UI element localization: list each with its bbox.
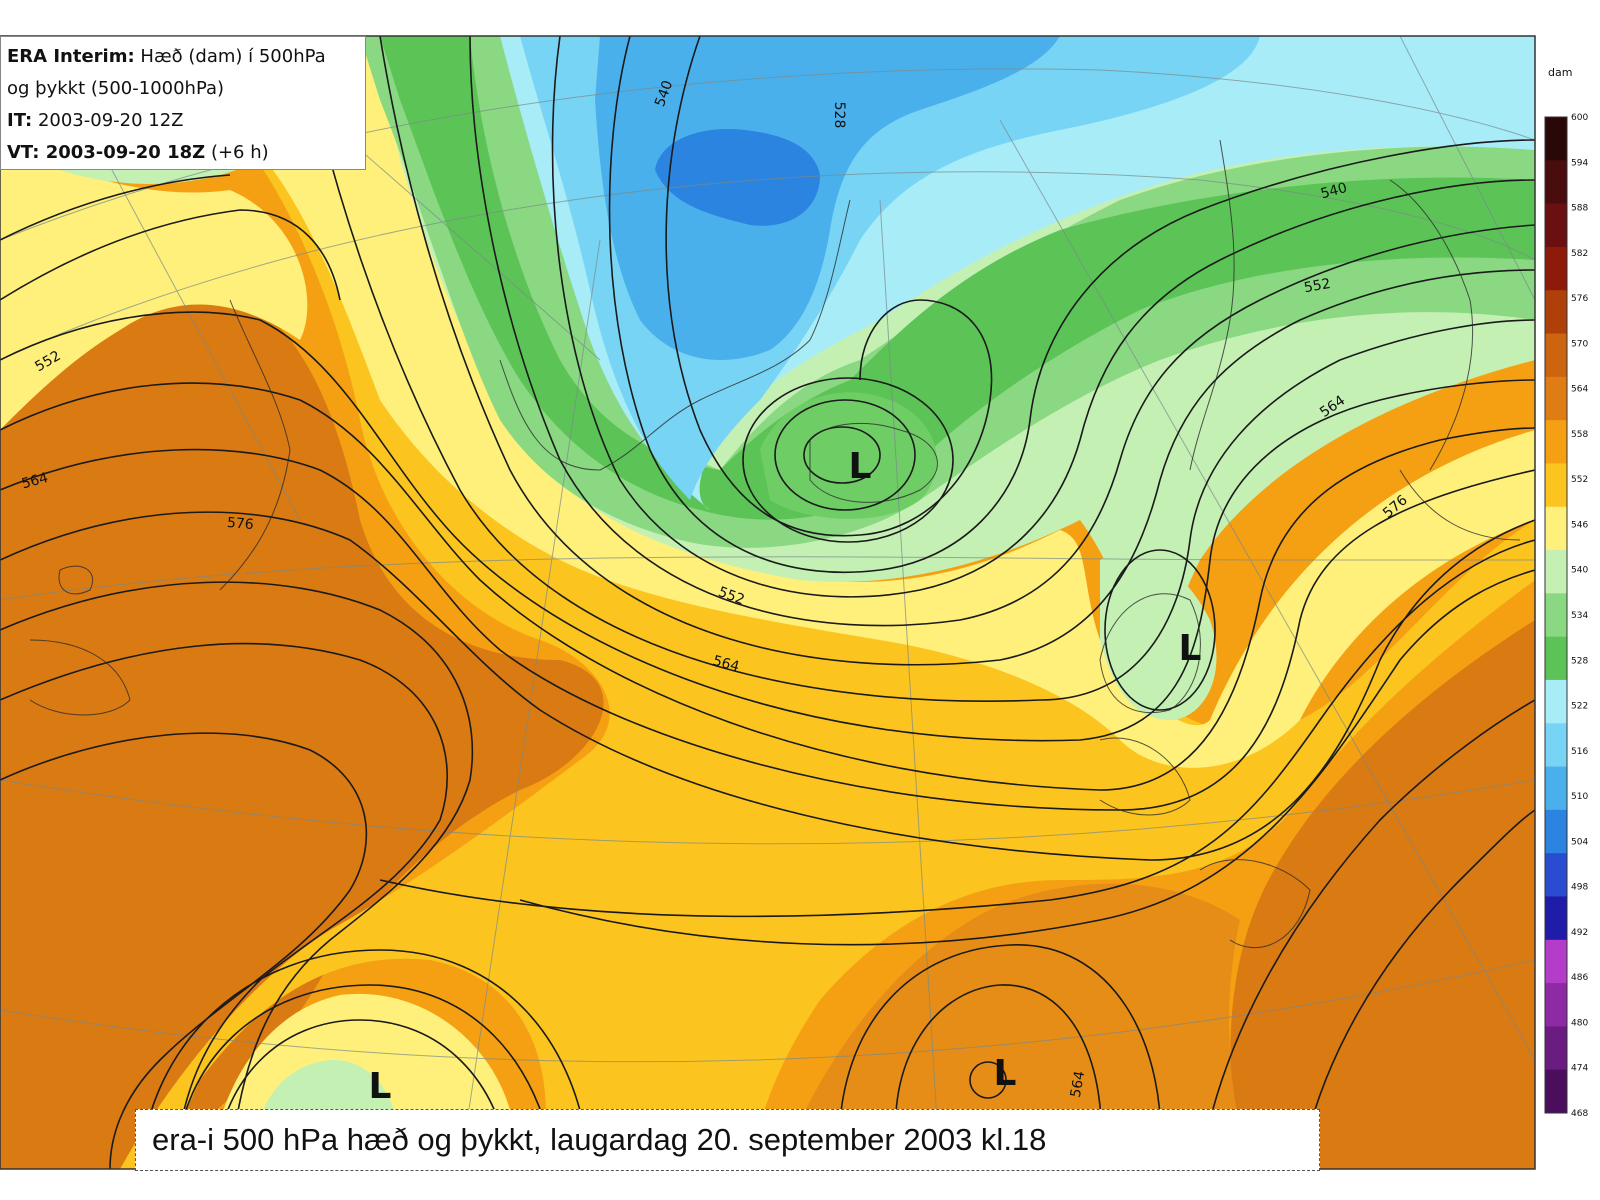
info-it-label: IT: <box>7 110 33 131</box>
info-vt: VT: 2003-09-20 18Z <box>7 142 206 163</box>
thickness-516 <box>595 36 1060 360</box>
colorbar-swatch <box>1545 160 1567 205</box>
colorbar-swatch <box>1545 420 1567 464</box>
colorbar-tick-label: 588 <box>1571 204 1588 214</box>
colorbar-swatch <box>1545 1026 1567 1071</box>
contour-label: 528 <box>831 102 847 129</box>
colorbar-swatch <box>1545 939 1567 984</box>
low-pressure-marker: L <box>849 446 872 487</box>
colorbar-border <box>1544 116 1568 1114</box>
colorbar-swatch <box>1545 896 1567 941</box>
contour-label: 576 <box>226 515 254 533</box>
colorbar-tick-label: 534 <box>1571 611 1588 621</box>
colorbar-tick-label: 576 <box>1571 294 1588 304</box>
caption: era-i 500 hPa hæð og þykkt, laugardag 20… <box>135 1109 1320 1171</box>
thickness-534-iceland <box>760 392 937 519</box>
colorbar-swatch <box>1545 853 1567 897</box>
colorbar-swatch <box>1545 723 1567 768</box>
contour-label: 540 <box>1319 180 1349 202</box>
thickness-552-west <box>0 140 308 430</box>
colorbar-tick-label: 552 <box>1571 475 1588 485</box>
colorbar-tick-label: 492 <box>1571 928 1588 938</box>
thickness-570-west <box>0 290 604 1169</box>
colorbar-swatch <box>1545 809 1567 854</box>
colorbar-swatch <box>1545 246 1567 291</box>
thickness-510 <box>655 129 820 226</box>
low-pressure-marker: L <box>369 1066 392 1107</box>
colorbar-tick-label: 594 <box>1571 158 1588 168</box>
colorbar: 600 594 588 582 576 570 564 558 552 546 540 534 528 5… <box>1544 113 1588 1119</box>
colorbar-tick-label: 522 <box>1571 702 1588 712</box>
colorbar-swatch <box>1545 290 1567 335</box>
contour-label: 564 <box>711 653 741 675</box>
info-box: ERA Interim: Hæð (dam) í 500hPa og þykkt… <box>0 36 366 170</box>
low-markers: L L L L <box>369 446 1202 1107</box>
colorbar-tick-label: 570 <box>1571 339 1588 349</box>
thickness-570-east <box>1230 620 1535 1169</box>
colorbar-tick-label: 510 <box>1571 792 1588 802</box>
colorbar-swatch <box>1545 636 1567 681</box>
colorbar-swatch <box>1545 333 1567 378</box>
colorbar-tick-label: 600 <box>1571 113 1588 123</box>
info-it-value: 2003-09-20 12Z <box>37 110 184 131</box>
height-contours <box>0 36 1535 1169</box>
low-pressure-marker: L <box>1179 628 1202 669</box>
colorbar-tick-label: 486 <box>1571 973 1588 983</box>
info-thickness: og þykkt (500-1000hPa) <box>7 78 225 99</box>
colorbar-swatch <box>1545 463 1567 508</box>
colorbar-unit: dam <box>1548 66 1573 79</box>
coastlines <box>29 139 1521 949</box>
colorbar-swatch <box>1545 506 1567 551</box>
info-model: ERA Interim: <box>7 46 135 67</box>
low-pressure-marker: L <box>994 1053 1017 1094</box>
colorbar-swatch <box>1545 1069 1567 1114</box>
contour-label: 564 <box>1068 1070 1088 1099</box>
info-field: Hæð (dam) í 500hPa <box>140 46 326 67</box>
info-vt-offset: (+6 h) <box>210 142 269 163</box>
contour-label: 564 <box>20 470 50 492</box>
thickness-534 <box>380 36 1535 520</box>
colorbar-swatch <box>1545 117 1567 161</box>
colorbar-swatch <box>1545 593 1567 638</box>
colorbar-swatch <box>1545 203 1567 248</box>
colorbar-tick-label: 474 <box>1571 1064 1588 1074</box>
colorbar-tick-label: 564 <box>1571 385 1588 395</box>
contour-label: 552 <box>1303 276 1332 296</box>
colorbar-tick-label: 480 <box>1571 1018 1588 1028</box>
colorbar-swatch <box>1545 983 1567 1027</box>
colorbar-tick-label: 558 <box>1571 430 1588 440</box>
colorbar-swatch <box>1545 376 1567 421</box>
colorbar-tick-label: 498 <box>1571 883 1588 893</box>
colorbar-tick-label: 504 <box>1571 837 1588 847</box>
colorbar-swatch <box>1545 550 1567 594</box>
colorbar-tick-label: 468 <box>1571 1109 1588 1119</box>
colorbar-tick-label: 540 <box>1571 566 1588 576</box>
colorbar-tick-label: 528 <box>1571 656 1588 666</box>
thickness-540 <box>360 36 1535 548</box>
colorbar-tick-label: 582 <box>1571 249 1588 259</box>
colorbar-tick-label: 516 <box>1571 747 1588 757</box>
colorbar-swatch <box>1545 679 1567 724</box>
colorbar-tick-label: 546 <box>1571 520 1588 530</box>
colorbar-swatch <box>1545 766 1567 811</box>
